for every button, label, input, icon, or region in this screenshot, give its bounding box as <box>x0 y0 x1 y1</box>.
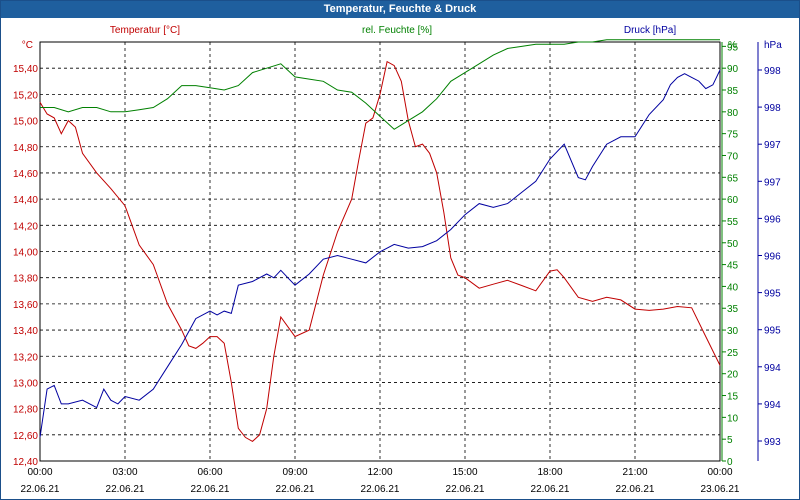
y-tick-label-pressure: 996 <box>764 214 781 225</box>
x-tick-date: 22.06.21 <box>446 484 485 495</box>
y-tick-label-temp: 15,00 <box>13 117 38 128</box>
axes <box>39 41 762 462</box>
x-tick-date: 22.06.21 <box>361 484 400 495</box>
y-tick-label-temp: 14,60 <box>13 169 38 180</box>
legend-humidity: rel. Feuchte [%] <box>362 25 432 36</box>
y-tick-label-pressure: 995 <box>764 326 781 337</box>
grid <box>40 42 720 462</box>
y-tick-label-temp: 14,40 <box>13 195 38 206</box>
x-tick-time: 12:00 <box>367 467 392 478</box>
unit-percent: % <box>728 40 737 51</box>
y-tick-label-temp: 13,40 <box>13 326 38 337</box>
y-tick-label-temp: 13,60 <box>13 300 38 311</box>
y-tick-label-humidity: 5 <box>727 435 733 446</box>
x-tick-time: 18:00 <box>537 467 562 478</box>
y-tick-label-pressure: 998 <box>764 66 781 77</box>
window-title: Temperatur, Feuchte & Druck <box>1 1 799 18</box>
y-tick-label-humidity: 85 <box>727 86 739 97</box>
y-tick-label-humidity: 10 <box>727 413 739 424</box>
y-tick-label-humidity: 80 <box>727 108 739 119</box>
y-tick-label-humidity: 20 <box>727 370 739 381</box>
y-tick-label-temp: 15,40 <box>13 64 38 75</box>
y-tick-label-pressure: 993 <box>764 437 781 448</box>
y-tick-label-humidity: 45 <box>727 261 739 272</box>
x-tick-date: 23.06.21 <box>701 484 740 495</box>
pressure-line <box>39 69 721 438</box>
y-tick-label-pressure: 994 <box>764 400 781 411</box>
y-tick-label-humidity: 15 <box>727 392 739 403</box>
legend-pressure: Druck [hPa] <box>624 25 676 36</box>
y-tick-label-pressure: 995 <box>764 289 781 300</box>
y-tick-label-humidity: 65 <box>727 173 739 184</box>
x-tick-time: 15:00 <box>452 467 477 478</box>
unit-celsius: °C <box>22 40 33 51</box>
y-tick-label-humidity: 50 <box>727 239 739 250</box>
y-tick-label-temp: 15,20 <box>13 90 38 101</box>
y-tick-label-humidity: 30 <box>727 326 739 337</box>
x-tick-time: 00:00 <box>707 467 732 478</box>
x-tick-date: 22.06.21 <box>531 484 570 495</box>
y-tick-label-temp: 12,80 <box>13 405 38 416</box>
y-tick-label-temp: 13,20 <box>13 352 38 363</box>
y-tick-label-temp: 13,00 <box>13 378 38 389</box>
y-tick-label-temp: 12,40 <box>13 457 38 468</box>
x-tick-date: 22.06.21 <box>191 484 230 495</box>
x-tick-date: 22.06.21 <box>21 484 60 495</box>
y-tick-label-pressure: 998 <box>764 103 781 114</box>
y-tick-label-humidity: 40 <box>727 282 739 293</box>
series-lines <box>39 39 721 443</box>
x-tick-time: 09:00 <box>282 467 307 478</box>
y-tick-label-humidity: 60 <box>727 195 739 206</box>
x-tick-time: 03:00 <box>112 467 137 478</box>
y-tick-label-temp: 12,60 <box>13 431 38 442</box>
plot-border <box>39 41 721 462</box>
y-tick-label-temp: 14,20 <box>13 221 38 232</box>
humidity-line <box>40 39 720 130</box>
x-tick-date: 22.06.21 <box>106 484 145 495</box>
y-tick-label-pressure: 996 <box>764 252 781 263</box>
legend-temperature: Temperatur [°C] <box>110 25 180 36</box>
y-tick-label-humidity: 35 <box>727 304 739 315</box>
y-tick-label-pressure: 994 <box>764 363 781 374</box>
y-tick-label-humidity: 25 <box>727 348 739 359</box>
y-tick-label-pressure: 997 <box>764 140 781 151</box>
y-tick-label-pressure: 997 <box>764 177 781 188</box>
x-tick-time: 06:00 <box>197 467 222 478</box>
y-tick-label-temp: 14,00 <box>13 248 38 259</box>
y-tick-label-humidity: 70 <box>727 151 739 162</box>
y-tick-label-humidity: 75 <box>727 130 739 141</box>
y-tick-label-humidity: 90 <box>727 64 739 75</box>
tick-labels: 12,40 12,60 12,80 13,00 13,20 13,40 13,60 13,80… <box>13 42 781 495</box>
x-tick-date: 22.06.21 <box>276 484 315 495</box>
y-tick-label-humidity: 0 <box>727 457 733 468</box>
x-tick-date: 22.06.21 <box>616 484 655 495</box>
x-tick-time: 00:00 <box>27 467 52 478</box>
y-tick-label-humidity: 95 <box>727 42 739 53</box>
y-tick-label-temp: 14,80 <box>13 143 38 154</box>
x-tick-time: 21:00 <box>622 467 647 478</box>
temperature-line <box>39 60 721 443</box>
unit-hpa: hPa <box>764 40 782 51</box>
y-tick-label-humidity: 55 <box>727 217 739 228</box>
y-tick-label-temp: 13,80 <box>13 274 38 285</box>
